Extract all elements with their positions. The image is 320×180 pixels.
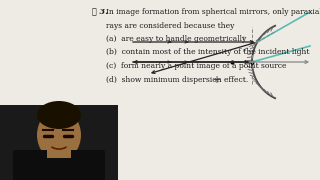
Text: ✓ 3.: ✓ 3.	[92, 8, 108, 16]
Text: i: i	[242, 36, 244, 41]
Text: In image formation from spherical mirrors, only paraxial: In image formation from spherical mirror…	[106, 8, 320, 16]
Ellipse shape	[37, 101, 81, 129]
Text: rays are considered because they: rays are considered because they	[106, 21, 234, 30]
Text: r: r	[242, 48, 244, 53]
Ellipse shape	[37, 109, 81, 161]
Text: +: +	[212, 75, 220, 85]
Bar	[0, 105, 118, 180]
Text: (c)  form nearly a point image of a point source: (c) form nearly a point image of a point…	[106, 62, 286, 70]
Text: (a)  are easy to handle geometrically: (a) are easy to handle geometrically	[106, 35, 246, 43]
Text: (b)  contain most of the intensity of the incident light: (b) contain most of the intensity of the…	[106, 48, 309, 57]
Text: (d)  show minimum dispersion effect.: (d) show minimum dispersion effect.	[106, 75, 248, 84]
FancyBboxPatch shape	[13, 150, 105, 180]
Bar	[47, 140, 71, 158]
